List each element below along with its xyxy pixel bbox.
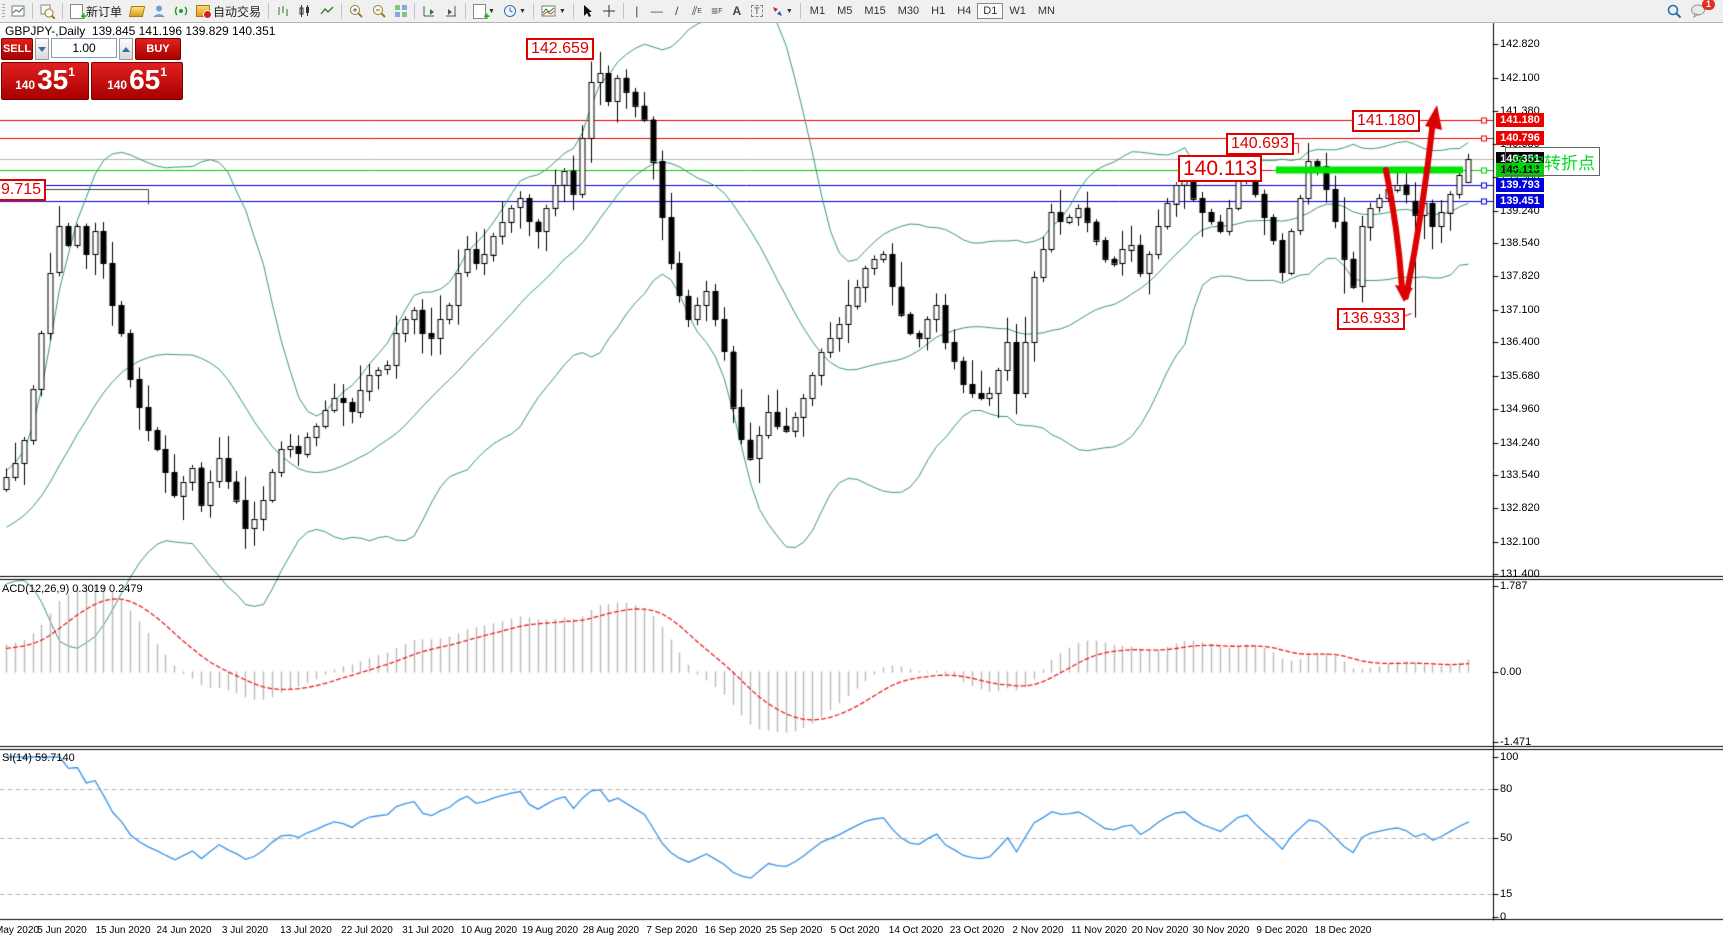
main-toolbar: 新订单 自动交易 ▼ ▼ ▼: [0, 0, 1723, 23]
add-indicator-icon: [473, 3, 490, 22]
templates-button[interactable]: ▼: [538, 2, 569, 20]
toolbar-separator: [532, 3, 534, 19]
turning-point-label[interactable]: 多空转折点: [1505, 147, 1600, 176]
trendline-tool-icon[interactable]: /: [675, 4, 679, 18]
arrows-tool-button[interactable]: ▼: [768, 2, 796, 20]
timeframe-button-mn[interactable]: MN: [1037, 5, 1055, 17]
text-label-tool-icon[interactable]: T: [748, 2, 766, 20]
buy-price-whole: 140: [107, 78, 128, 92]
toolbar-separator: [465, 3, 467, 19]
one-click-trading-panel: SELL BUY 140 35 1 140 65 1: [1, 38, 183, 100]
lot-decrease-button[interactable]: [35, 38, 49, 60]
profile-icon[interactable]: [149, 2, 169, 20]
price-annotation-label[interactable]: 142.659: [526, 38, 594, 60]
toolbar-separator: [62, 3, 63, 19]
channel-tool-icon[interactable]: ⫽ E: [691, 3, 702, 18]
timeframe-button-m15[interactable]: M15: [864, 5, 886, 17]
price-annotation-label[interactable]: 140.693: [1226, 133, 1294, 155]
buy-price-button[interactable]: 140 65 1: [91, 62, 183, 100]
toolbar-separator: [414, 3, 416, 19]
toolbar-separator: [622, 3, 624, 19]
chart-window-icon[interactable]: [8, 2, 28, 20]
sell-price-pip: 1: [68, 65, 75, 79]
timeframe-button-m5[interactable]: M5: [837, 5, 853, 17]
toolbar-separator: [32, 3, 33, 19]
toolbar-separator: [799, 3, 801, 19]
line-chart-mode-icon[interactable]: [317, 2, 337, 20]
auto-trading-button[interactable]: 自动交易: [193, 2, 264, 20]
sell-price-button[interactable]: 140 35 1: [1, 62, 89, 100]
price-annotation-label[interactable]: 9.715: [0, 179, 47, 201]
crosshair-tool-icon[interactable]: [599, 2, 619, 20]
toolbar-grip[interactable]: [2, 4, 5, 18]
market-watch-icon[interactable]: [37, 2, 58, 20]
add-indicator-button[interactable]: ▼: [470, 2, 498, 22]
auto-scroll-icon[interactable]: [419, 2, 439, 20]
text-tool-icon[interactable]: A: [732, 4, 742, 18]
timeframe-button-h1[interactable]: H1: [931, 5, 946, 17]
chart-title: GBPJPY-,Daily 139.845 141.196 139.829 14…: [5, 24, 275, 38]
symbol-period-label: GBPJPY-,Daily: [5, 24, 86, 38]
zoom-in-icon[interactable]: [346, 2, 367, 20]
notification-badge: 1: [1701, 0, 1715, 10]
signal-icon[interactable]: [171, 2, 191, 20]
timeframe-button-h4[interactable]: H4: [957, 5, 972, 17]
buy-price-big: 65: [129, 64, 161, 95]
price-annotation-label[interactable]: 136.933: [1337, 308, 1405, 330]
timeframe-button-d1[interactable]: D1: [977, 3, 1004, 19]
toolbar-separator: [341, 3, 343, 19]
price-annotation-label[interactable]: 140.113: [1178, 155, 1263, 183]
vertical-line-tool-icon[interactable]: |: [635, 4, 639, 18]
toolbar-separator: [572, 3, 574, 19]
new-order-icon: [70, 3, 87, 22]
price-annotation-label[interactable]: 141.180: [1352, 110, 1420, 132]
sell-price-whole: 140: [15, 78, 36, 92]
auto-trading-icon: [196, 5, 213, 19]
buy-button[interactable]: BUY: [135, 38, 181, 60]
sell-price-big: 35: [37, 64, 69, 95]
cursor-tool-icon[interactable]: [578, 2, 597, 20]
lot-increase-button[interactable]: [119, 38, 133, 60]
chart-shift-icon[interactable]: [441, 2, 461, 20]
ohlc-values: 139.845 141.196 139.829 140.351: [91, 24, 276, 38]
sell-button[interactable]: SELL: [1, 38, 33, 60]
toolbar-separator: [268, 3, 270, 19]
tile-windows-icon[interactable]: [392, 2, 410, 20]
new-order-label: 新订单: [86, 4, 123, 19]
bar-chart-mode-icon[interactable]: [273, 2, 293, 20]
fibonacci-tool-icon[interactable]: ≡ F: [711, 4, 723, 18]
styler-bucket-icon[interactable]: [127, 2, 147, 20]
lot-size-input[interactable]: [51, 38, 117, 58]
notifications-chat-icon[interactable]: 1: [1687, 0, 1715, 20]
period-clock-button[interactable]: ▼: [500, 2, 529, 20]
auto-trading-label: 自动交易: [213, 4, 262, 19]
horizontal-line-tool-icon[interactable]: —: [650, 4, 663, 18]
timeframe-group: M1 M5 M15 M30 H1 H4 D1 W1 MN: [804, 3, 1061, 19]
zoom-out-icon[interactable]: [369, 2, 390, 20]
candlestick-mode-icon[interactable]: [295, 2, 315, 20]
timeframe-button-m30[interactable]: M30: [897, 5, 920, 17]
search-icon[interactable]: [1664, 2, 1685, 20]
timeframe-button-m1[interactable]: M1: [809, 5, 826, 17]
new-order-button[interactable]: 新订单: [67, 2, 125, 22]
buy-price-pip: 1: [160, 65, 167, 79]
timeframe-button-w1[interactable]: W1: [1009, 5, 1026, 17]
